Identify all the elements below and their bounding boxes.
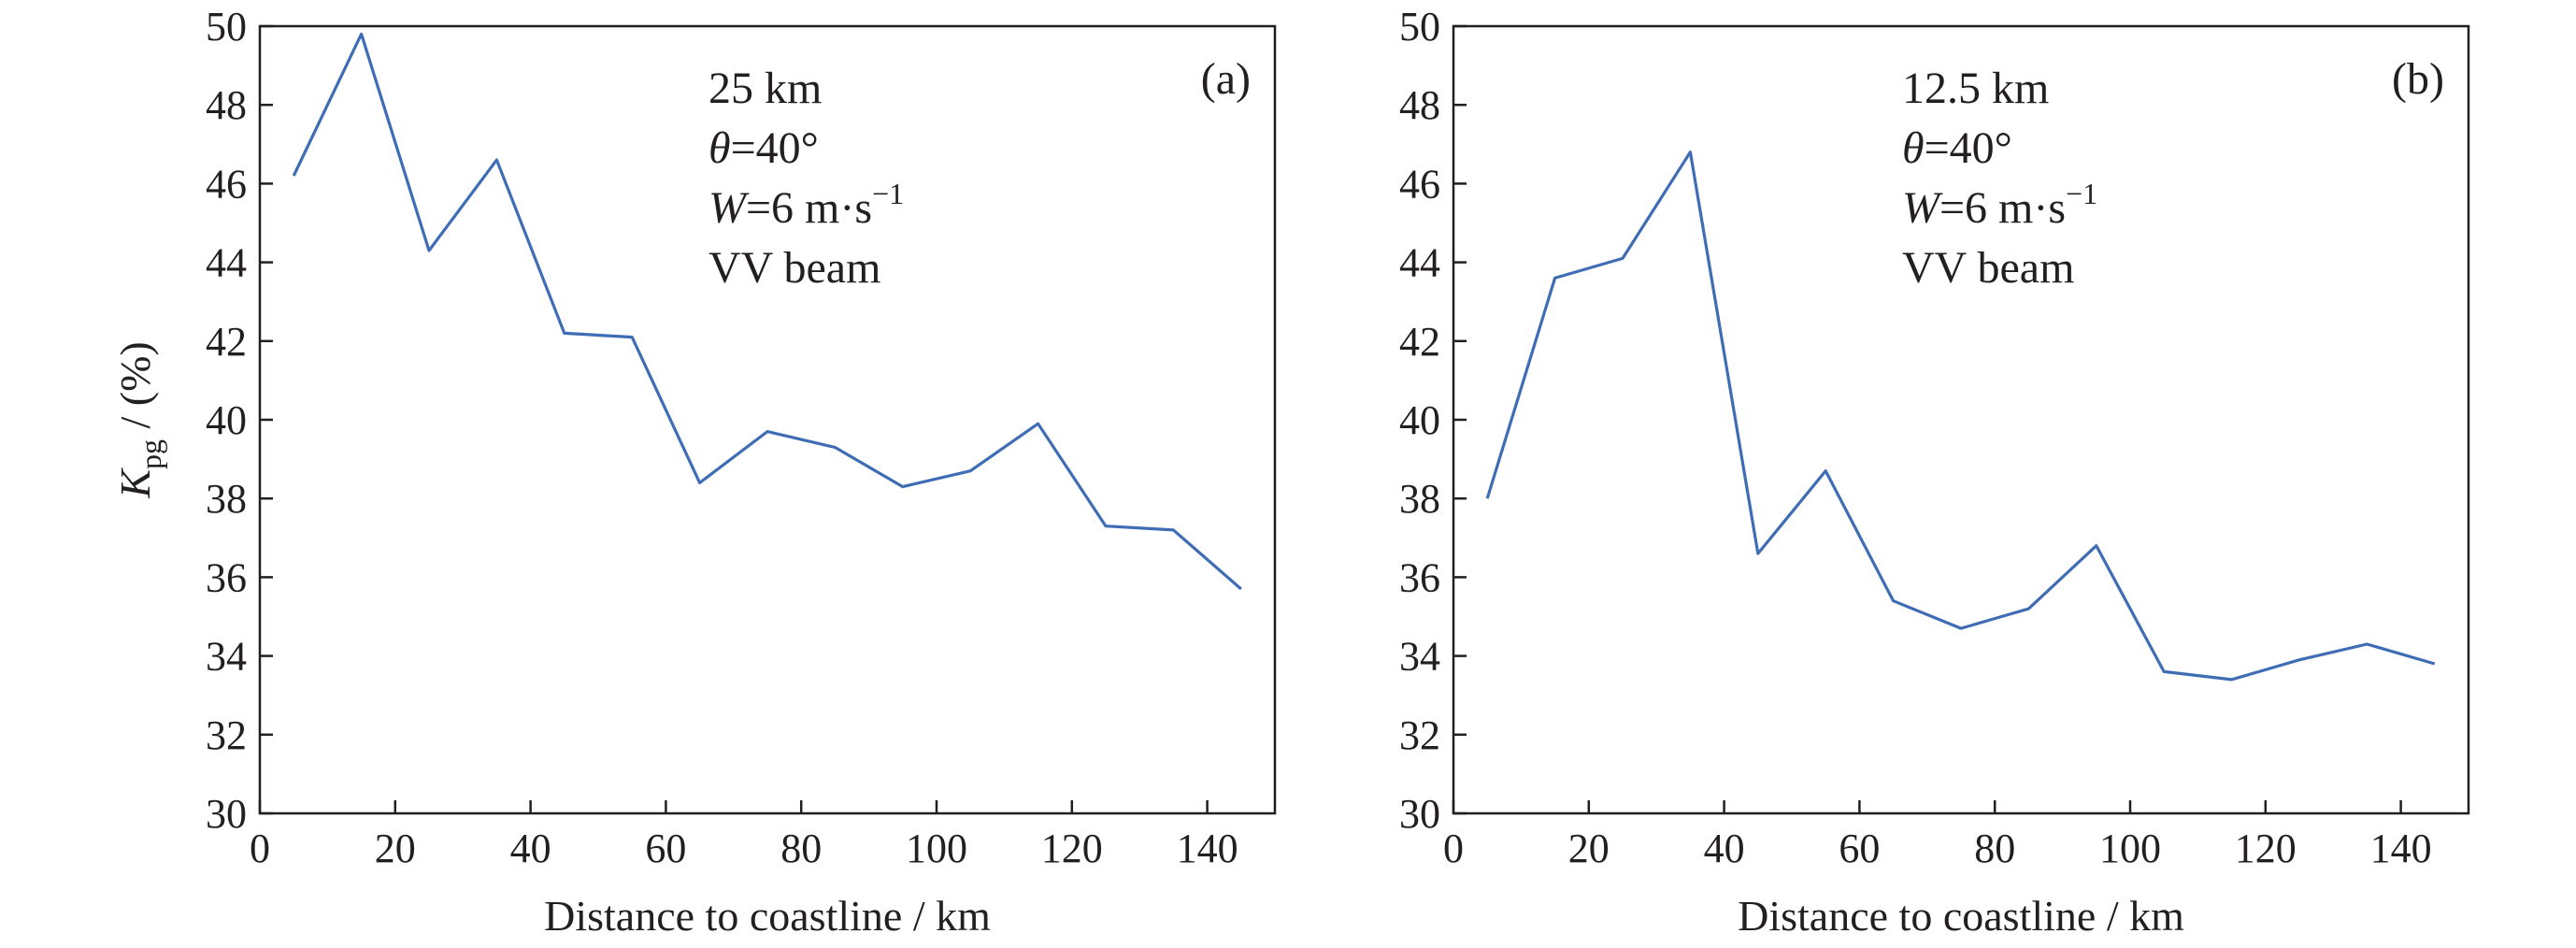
x-tick-label: 100 (2099, 826, 2161, 871)
y-tick-label: 38 (1399, 476, 1440, 522)
y-tick-label: 50 (1399, 4, 1440, 50)
x-tick-label: 40 (1704, 826, 1745, 871)
y-tick-label: 30 (206, 791, 247, 837)
series-line (292, 32, 1242, 591)
chart-panel-a: 0 20 40 60 80 100 120 140 30 32 34 36 38 40 42 44 46 48 50… (111, 4, 1277, 940)
x-tick-label: 40 (510, 826, 551, 871)
y-tick-label: 30 (1399, 791, 1440, 837)
y-tick-label: 38 (206, 476, 247, 522)
x-tick-label: 20 (1568, 826, 1610, 871)
x-tick-label: 120 (2235, 826, 2297, 871)
x-axis-label: Distance to coastline / km (544, 892, 991, 940)
y-tick-label: 50 (206, 4, 247, 50)
x-tick-label: 20 (375, 826, 416, 871)
x-tick-label: 120 (1041, 826, 1103, 871)
y-tick-label: 48 (1399, 82, 1440, 128)
x-tick-label: 80 (780, 826, 822, 871)
y-tick-label: 46 (206, 161, 247, 207)
annotation-line: 25 km (708, 64, 822, 113)
y-tick-label: 44 (206, 240, 247, 286)
annotation-line: θ=40° (708, 123, 819, 173)
y-tick-label: 46 (1399, 161, 1440, 207)
y-tick-label: 40 (206, 397, 247, 443)
x-tick-label: 60 (1839, 826, 1880, 871)
y-tick-label: 42 (1399, 319, 1440, 365)
y-tick-label: 36 (206, 554, 247, 600)
x-tick-label: 140 (1177, 826, 1238, 871)
annotation-line: VV beam (1902, 243, 2074, 293)
x-tick-label: 100 (906, 826, 967, 871)
panel-label: (a) (1201, 54, 1251, 104)
x-tick-label: 0 (250, 826, 270, 871)
series-line (1485, 151, 2436, 682)
annotation-line: θ=40° (1902, 123, 2012, 173)
y-tick-label: 34 (1399, 634, 1440, 680)
x-tick-label: 80 (1974, 826, 2015, 871)
chart-panel-b: 0 20 40 60 80 100 120 140 30 32 34 36 38 40 42 44 46 48 50… (1399, 4, 2470, 940)
y-tick-label: 32 (206, 712, 247, 758)
x-tick-label: 0 (1443, 826, 1464, 871)
annotation-line: VV beam (708, 243, 880, 293)
annotation-line: W=6 m·s−1 (708, 177, 904, 233)
y-tick-label: 36 (1399, 554, 1440, 600)
x-tick-label: 60 (645, 826, 686, 871)
x-tick-label: 140 (2370, 826, 2432, 871)
y-tick-label: 42 (206, 319, 247, 365)
y-tick-label: 40 (1399, 397, 1440, 443)
annotation-line: W=6 m·s−1 (1902, 177, 2097, 233)
x-axis-label: Distance to coastline / km (1738, 892, 2184, 940)
y-axis-label: Kpg / (%) (111, 341, 167, 498)
y-tick-label: 32 (1399, 712, 1440, 758)
annotation-line: 12.5 km (1902, 64, 2049, 113)
y-tick-label: 44 (1399, 240, 1440, 286)
y-tick-label: 48 (206, 82, 247, 128)
panel-label: (b) (2392, 54, 2444, 104)
y-tick-label: 34 (206, 634, 247, 680)
